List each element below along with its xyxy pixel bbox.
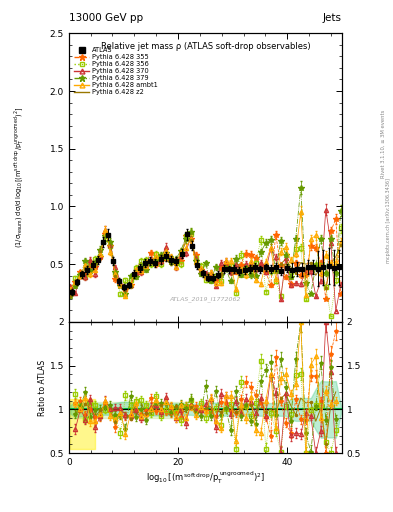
Pythia 6.428 z2 [103, 231, 108, 237]
Pythia 6.428 z2 [338, 242, 343, 248]
Pythia 6.428 z2 [123, 285, 128, 291]
Text: Jets: Jets [323, 12, 342, 23]
Pythia 6.428 z2 [333, 253, 338, 260]
Pythia 6.428 z2 [68, 293, 73, 299]
Legend: ATLAS, Pythia 6.428 355, Pythia 6.428 356, Pythia 6.428 370, Pythia 6.428 379, P: ATLAS, Pythia 6.428 355, Pythia 6.428 35… [72, 45, 161, 98]
Text: Relative jet mass ρ (ATLAS soft-drop observables): Relative jet mass ρ (ATLAS soft-drop obs… [101, 42, 310, 51]
Text: mcplots.cern.ch [arXiv:1306.3436]: mcplots.cern.ch [arXiv:1306.3436] [386, 178, 391, 263]
Y-axis label: Ratio to ATLAS: Ratio to ATLAS [38, 359, 47, 416]
Pythia 6.428 z2 [173, 255, 178, 262]
Pythia 6.428 z2 [314, 272, 318, 279]
Y-axis label: (1/σ$_{\mathrm{resum}}$) dσ/d log$_{10}$[(m$^{\mathrm{soft\,drop}}$/p$_\mathrm{T: (1/σ$_{\mathrm{resum}}$) dσ/d log$_{10}$… [13, 107, 26, 248]
Text: ATLAS_2019_I1772062: ATLAS_2019_I1772062 [170, 296, 241, 302]
Line: Pythia 6.428 z2: Pythia 6.428 z2 [70, 234, 341, 296]
X-axis label: $\log_{10}$[(m$^{\,\mathrm{soft\,drop}}$/p$_{\mathrm{T}}^{\;\mathrm{ungroomed}}$: $\log_{10}$[(m$^{\,\mathrm{soft\,drop}}$… [146, 470, 265, 486]
Text: Rivet 3.1.10, ≥ 3M events: Rivet 3.1.10, ≥ 3M events [381, 109, 386, 178]
Pythia 6.428 z2 [98, 248, 103, 254]
Pythia 6.428 z2 [138, 259, 143, 265]
Text: 13000 GeV pp: 13000 GeV pp [69, 12, 143, 23]
